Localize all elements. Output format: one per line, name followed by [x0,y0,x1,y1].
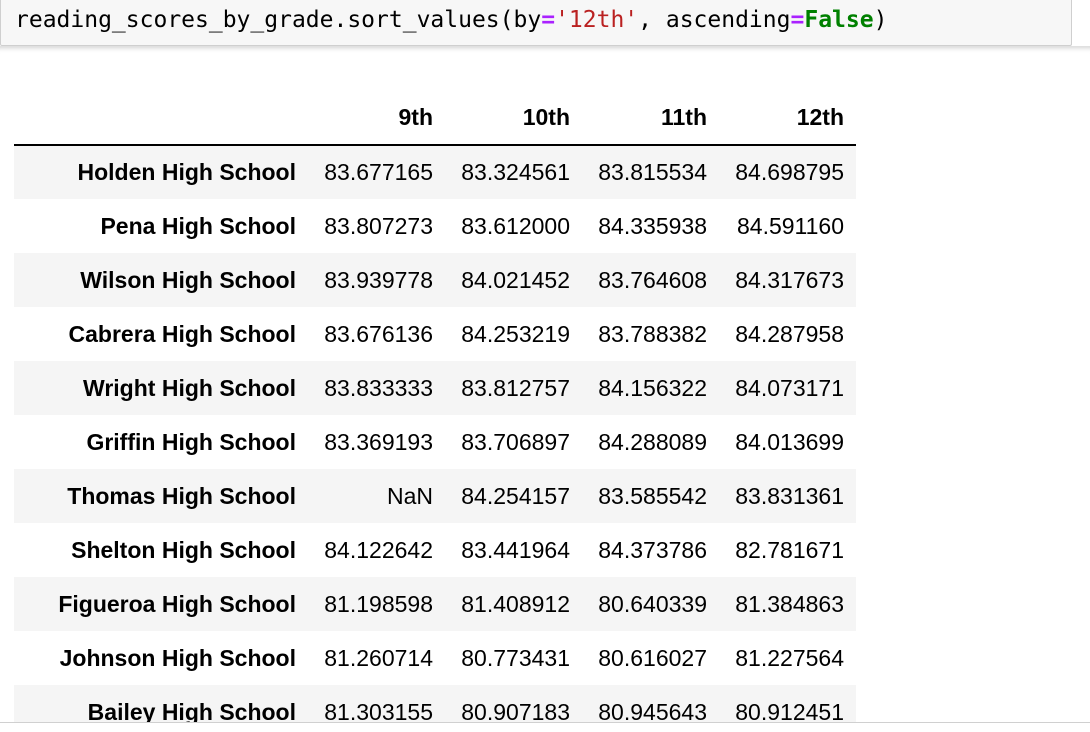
table-row: Pena High School 83.807273 83.612000 84.… [14,199,856,253]
table-cell: 81.227564 [735,644,844,671]
code-prefix: reading_scores_by_grade.sort_values(by [15,7,542,33]
code-line[interactable]: reading_scores_by_grade.sort_values(by='… [15,4,887,36]
table-cell: 81.384863 [735,590,844,617]
table-cell: 83.441964 [461,536,570,563]
table-cell: 80.912451 [735,698,844,724]
code-argument-separator: , ascending [638,7,791,33]
row-index-school: Wright High School [83,374,296,401]
table-cell: 84.335938 [598,212,707,239]
table-cell: 83.815534 [598,159,707,185]
table-cell: 84.373786 [598,536,707,563]
column-header-11th: 11th [582,91,719,146]
column-header-9th: 9th [308,91,445,146]
table-cell: 81.303155 [324,698,433,724]
table-cell: 83.677165 [324,159,433,185]
column-header-12th: 12th [719,91,856,146]
code-equals-operator-2: = [790,7,805,33]
table-cell: 83.788382 [598,320,707,347]
table-header-row: 9th 10th 11th 12th [14,91,856,146]
dataframe-table: 9th 10th 11th 12th Holden High School 83… [14,91,856,723]
code-keyword: False [804,7,874,33]
table-cell: 84.254157 [461,482,570,509]
row-index-school: Wilson High School [80,266,296,293]
row-index-school: Cabrera High School [68,320,296,347]
table-cell: 81.260714 [324,644,433,671]
row-index-school: Bailey High School [87,698,296,724]
table-cell: 84.021452 [461,266,570,293]
table-row: Griffin High School 83.369193 83.706897 … [14,415,856,469]
table-cell: 83.585542 [598,482,707,509]
table-cell: 80.945643 [598,698,707,724]
table-cell: 84.253219 [461,320,570,347]
table-cell: 83.764608 [598,266,707,293]
table-cell: 83.831361 [735,482,844,509]
table-cell: 83.833333 [324,374,433,401]
table-cell: 81.408912 [461,590,570,617]
index-header-blank [14,91,308,146]
table-row: Wilson High School 83.939778 84.021452 8… [14,253,856,307]
row-index-school: Griffin High School [86,428,296,455]
table-cell: 83.369193 [324,428,433,455]
table-cell: 84.288089 [598,428,707,455]
table-cell: 84.287958 [735,320,844,347]
table-cell: 84.122642 [324,536,433,563]
table-cell: 80.907183 [461,698,570,724]
table-cell: 80.773431 [461,644,570,671]
row-index-school: Johnson High School [59,644,296,671]
table-row: Figueroa High School 81.198598 81.408912… [14,577,856,631]
table-row: Wright High School 83.833333 83.812757 8… [14,361,856,415]
table-row: Holden High School 83.677165 83.324561 8… [14,145,856,199]
table-cell: 84.073171 [735,374,844,401]
table-cell: 83.812757 [461,374,570,401]
table-row: Cabrera High School 83.676136 84.253219 … [14,307,856,361]
table-cell: 83.706897 [461,428,570,455]
table-cell: 83.612000 [461,212,570,239]
table-cell: 82.781671 [735,536,844,563]
table-cell: 84.156322 [598,374,707,401]
code-string-literal: '12th' [555,7,639,33]
table-cell: 84.591160 [736,212,844,239]
column-header-10th: 10th [445,91,582,146]
table-cell: 80.616027 [598,644,707,671]
table-row: Thomas High School NaN 84.254157 83.5855… [14,469,856,523]
row-index-school: Thomas High School [67,482,296,509]
row-index-school: Figueroa High School [58,590,296,617]
table-cell: 80.640339 [598,590,707,617]
table-cell: 81.198598 [324,590,433,617]
table-cell: 83.324561 [461,159,570,185]
table-row: Johnson High School 81.260714 80.773431 … [14,631,856,685]
table-row: Shelton High School 84.122642 83.441964 … [14,523,856,577]
table-cell: 83.676136 [324,320,433,347]
table-cell: 84.698795 [735,159,844,185]
table-cell: 84.317673 [735,266,844,293]
table-cell: 84.013699 [735,428,844,455]
table-cell: 83.939778 [324,266,433,293]
table-row: Bailey High School 81.303155 80.907183 8… [14,685,856,723]
code-suffix: ) [873,7,888,33]
row-index-school: Holden High School [77,159,297,185]
window-bottom-edge [0,722,1090,732]
table-cell: NaN [386,482,433,509]
row-index-school: Shelton High School [71,536,296,563]
code-cell[interactable]: reading_scores_by_grade.sort_values(by='… [0,0,1072,46]
table-cell: 83.807273 [324,212,433,239]
code-equals-operator: = [541,7,556,33]
row-index-school: Pena High School [100,212,296,239]
cell-output-area: 9th 10th 11th 12th Holden High School 83… [0,46,1090,723]
